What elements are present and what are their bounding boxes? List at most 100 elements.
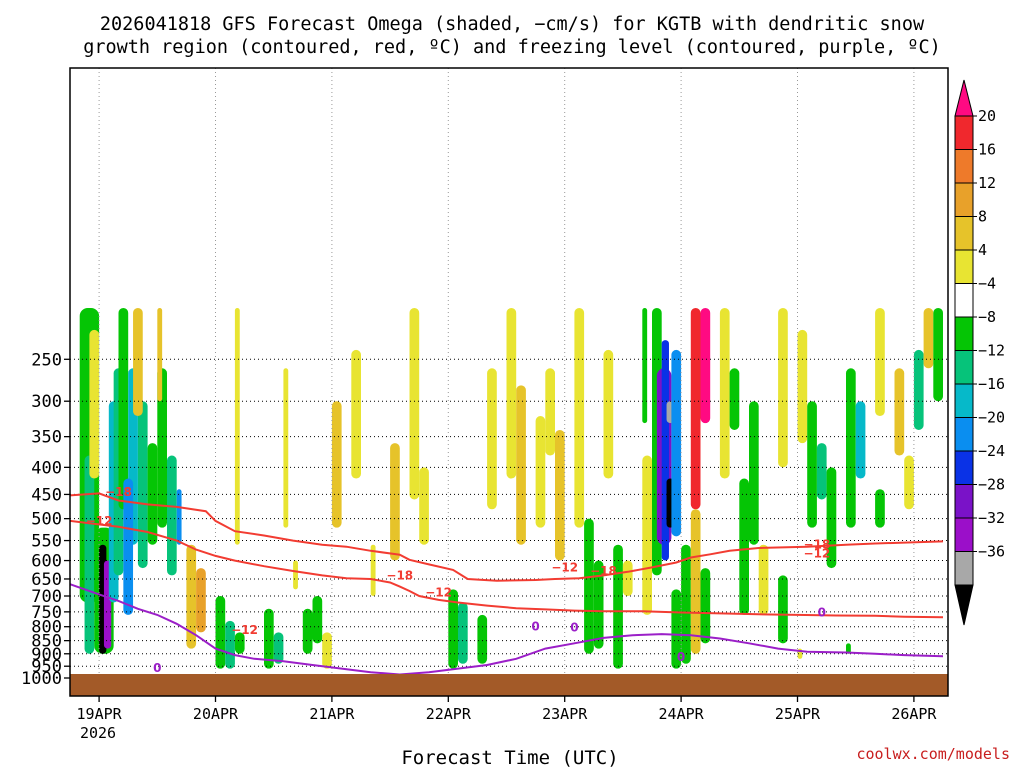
omega-cell: [739, 478, 749, 615]
omega-cell: [283, 368, 289, 528]
y-tick-label: 500: [31, 510, 62, 530]
colorbar-label: −28: [978, 476, 1005, 494]
contour-label: −12: [425, 586, 452, 600]
y-tick-label: 750: [31, 603, 62, 623]
omega-cell: [904, 455, 914, 510]
omega-cell: [719, 307, 730, 479]
x-tick-label: 22APR: [426, 705, 472, 723]
chart-title-line1: 2026041818 GFS Forecast Omega (shaded, −…: [100, 14, 925, 35]
colorbar-label: 16: [978, 141, 996, 159]
colorbar-swatch: [954, 517, 974, 552]
omega-cell: [133, 307, 143, 417]
omega-cell: [351, 349, 361, 479]
omega-cell: [778, 307, 788, 468]
contour-line: [70, 492, 944, 582]
contour-label: −18: [804, 538, 831, 552]
colorbar-label: −20: [978, 409, 1005, 427]
omega-cell: [846, 643, 851, 654]
omega-cell: [593, 560, 604, 649]
chart-title-line2: growth region (contoured, red, ºC) and f…: [83, 37, 941, 58]
contour-line: [70, 583, 944, 676]
omega-cell: [603, 349, 614, 479]
contour-label: −18: [590, 564, 617, 578]
colorbar-swatch: [954, 450, 974, 485]
omega-cell: [331, 401, 342, 528]
omega-cell: [234, 307, 240, 545]
y-tick-label: 650: [31, 570, 62, 590]
omega-cell: [167, 455, 177, 576]
colorbar-arrow-top: [954, 79, 974, 117]
omega-cell: [555, 429, 565, 561]
y-tick-label: 400: [31, 458, 62, 478]
x-tick-label: 26APR: [891, 705, 937, 723]
colorbar-swatch: [954, 115, 974, 150]
omega-cell: [157, 307, 163, 402]
colorbar-swatch: [954, 383, 974, 418]
omega-cell: [826, 467, 837, 569]
watermark: coolwx.com/models: [856, 745, 1010, 763]
omega-cell: [661, 340, 669, 561]
omega-cell: [370, 544, 376, 597]
omega-cell: [302, 608, 313, 654]
omega-cell: [778, 575, 788, 644]
y-tick-label: 450: [31, 485, 62, 505]
y-tick-label: 850: [31, 632, 62, 652]
y-tick-label: 1000: [21, 669, 62, 689]
omega-cell: [322, 632, 332, 669]
colorbar-label: −16: [978, 375, 1005, 393]
x-tick-label: 20APR: [193, 705, 239, 723]
omega-cell: [807, 401, 817, 528]
y-tick-label: 900: [31, 645, 62, 665]
omega-cell: [448, 589, 458, 669]
omega-cell: [535, 416, 546, 528]
contour-label: −18: [386, 568, 413, 582]
omega-cell: [700, 307, 711, 424]
y-tick-label: 250: [31, 350, 62, 370]
omega-cell: [681, 544, 691, 664]
omega-cell: [758, 544, 769, 615]
omega-cell: [797, 329, 808, 444]
y-axis: 2503003504004505005506006507007508008509…: [21, 350, 70, 689]
x-axis-title: Forecast Time (UTC): [401, 747, 618, 768]
colorbar-label: −24: [978, 442, 1005, 460]
omega-cell: [487, 368, 497, 510]
omega-cell: [273, 632, 284, 664]
contour-label: −18: [105, 485, 132, 499]
omega-cell: [390, 443, 400, 561]
omega-cell: [89, 329, 100, 479]
omega-cell: [215, 596, 226, 669]
omega-cell: [312, 596, 323, 644]
omega-cell: [137, 401, 148, 569]
colorbar-label: 12: [978, 174, 996, 192]
omega-cell: [84, 455, 95, 654]
y-tick-label: 550: [31, 532, 62, 552]
y-tick-label: 300: [31, 392, 62, 412]
omega-cell: [574, 307, 585, 528]
year-label: 2026: [80, 724, 116, 742]
omega-cell: [816, 443, 827, 500]
grid-lines: [70, 68, 948, 696]
colorbar-swatch: [954, 283, 974, 318]
omega-cell: [516, 385, 526, 545]
x-tick-label: 25APR: [775, 705, 821, 723]
omega-cell: [913, 349, 924, 430]
y-tick-label: 600: [31, 552, 62, 572]
omega-cell: [545, 368, 555, 456]
omega-cell: [118, 307, 129, 510]
y-tick-label: 950: [31, 657, 62, 677]
x-tick-label: 23APR: [542, 705, 588, 723]
omega-cell: [234, 632, 245, 654]
contour-label: 0: [531, 620, 539, 634]
colorbar-label: −32: [978, 509, 1005, 527]
colorbar-label: 8: [978, 208, 987, 226]
colorbar-label: −36: [978, 543, 1005, 561]
omega-cell: [642, 455, 652, 615]
omega-cell: [225, 620, 235, 669]
colorbar-swatch: [954, 350, 974, 385]
omega-cell: [690, 509, 701, 654]
omega-cell: [293, 560, 298, 590]
omega-cell: [749, 401, 759, 545]
omega-cell: [176, 489, 182, 545]
omega-cell: [671, 349, 682, 537]
